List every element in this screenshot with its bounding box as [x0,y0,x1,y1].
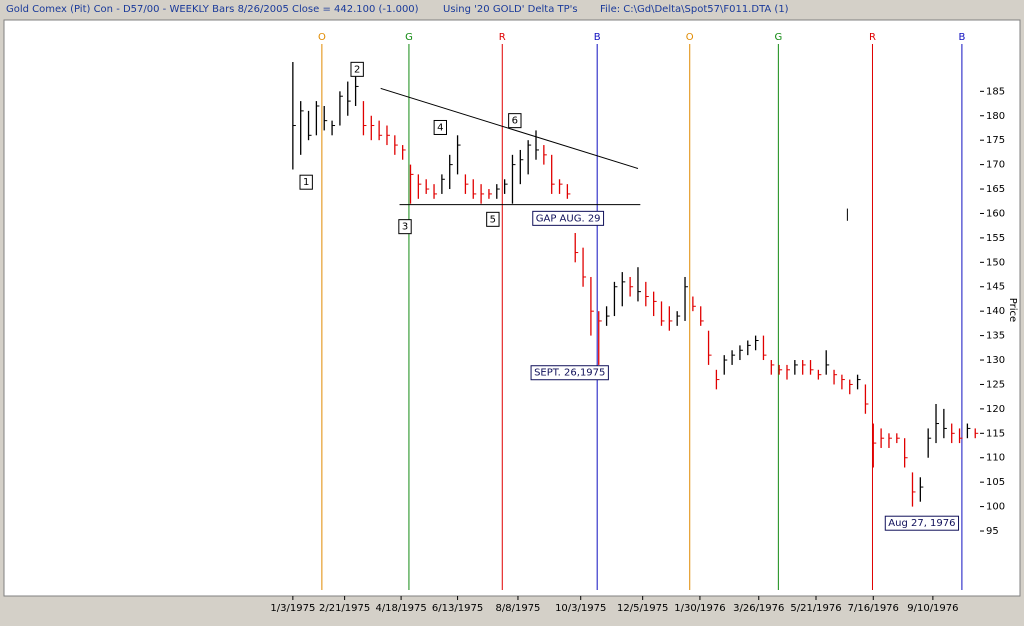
annotation-text: 3 [402,222,408,233]
y-tick-label: 120 [986,404,1005,415]
y-tick-label: 165 [986,184,1005,195]
cycle-label: O [318,32,326,43]
annotation-box [433,119,447,135]
y-tick-label: 145 [986,282,1005,293]
cycle-label: B [958,32,965,43]
header-tp: Using '20 GOLD' Delta TP's [443,4,578,15]
annotation-box [532,210,605,226]
x-tick-label: 10/3/1975 [555,603,606,614]
x-tick-label: 1/3/1975 [270,603,315,614]
y-tick-label: 155 [986,233,1005,244]
y-tick-label: 95 [986,526,999,537]
annotation-box [350,61,364,77]
annotation-text: 4 [437,122,443,133]
x-tick-label: 1/30/1976 [674,603,725,614]
cycle-label: B [594,32,601,43]
annotation-text: 6 [512,116,518,127]
y-tick-label: 140 [986,306,1005,317]
x-tick-label: 7/16/1976 [848,603,899,614]
cycle-label: O [686,32,694,43]
y-tick-label: 115 [986,428,1005,439]
header-file: File: C:\Gd\Delta\Spot57\F011.DTA (1) [600,4,789,15]
cycle-label: R [869,32,876,43]
annotation-text: 5 [490,214,496,225]
annotation-text: GAP AUG. 29 [536,213,601,224]
cycle-label: G [774,32,782,43]
y-tick-label: 150 [986,257,1005,268]
annotation-box [508,113,522,129]
annotation-text: SEPT. 26,1975 [534,368,605,379]
cycle-label: R [499,32,506,43]
y-tick-label: 170 [986,160,1005,171]
x-tick-label: 5/21/1976 [790,603,841,614]
plot-background [3,19,1021,597]
annotation-box [530,365,609,381]
annotation-box [299,174,313,190]
x-tick-label: 3/26/1976 [733,603,784,614]
x-tick-label: 8/8/1975 [496,603,541,614]
y-tick-label: 105 [986,477,1005,488]
annotation-box [486,211,500,227]
x-tick-label: 12/5/1975 [617,603,668,614]
header-title: Gold Comex (Pit) Con - D57/00 - WEEKLY B… [6,4,419,15]
cycle-label: G [405,32,413,43]
x-tick-label: 2/21/1975 [319,603,370,614]
y-tick-label: 130 [986,355,1005,366]
y-tick-label: 110 [986,453,1005,464]
annotation-box [884,515,960,531]
annotation-text: Aug 27, 1976 [888,518,955,529]
x-tick-label: 6/13/1975 [432,603,483,614]
x-tick-label: 9/10/1976 [907,603,958,614]
y-tick-label: 160 [986,208,1005,219]
x-tick-label: 4/18/1975 [375,603,426,614]
trend-line [380,87,639,169]
annotation-box [398,219,412,235]
annotation-text: 1 [303,177,309,188]
annotation-text: 2 [354,64,360,75]
y-tick-label: 175 [986,135,1005,146]
y-tick-label: 135 [986,331,1005,342]
y-tick-label: 100 [986,502,1005,513]
y-axis-label: Price [1007,298,1018,322]
y-tick-label: 125 [986,379,1005,390]
y-tick-label: 185 [986,86,1005,97]
y-tick-label: 180 [986,111,1005,122]
